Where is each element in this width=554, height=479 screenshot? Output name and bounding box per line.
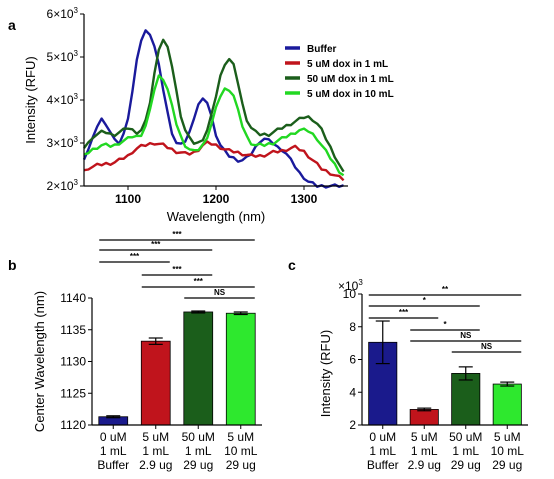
category-label-1-1: 1 mL [411,444,438,458]
category-label-2-2: 29 ug [183,458,213,472]
legend-label-1: 5 uM dox in 1 mL [307,59,388,70]
y-tick-label: 4 [349,385,356,399]
category-label-3-1: 10 mL [491,444,525,458]
y-tick-label: 1130 [60,355,86,369]
significance-label-2: *** [130,252,140,261]
y-axis-title: Center Wavelength (nm) [32,291,47,432]
significance-label-0: ** [442,285,449,294]
category-label-1-0: 5 uM [411,430,438,444]
bar-1 [409,409,439,426]
y-tick-label: 1135 [60,323,86,337]
category-label-2-1: 1 mL [452,444,479,458]
y-tick-label: 6 [349,353,356,367]
significance-label-3: *** [172,265,182,274]
series-line-1 [83,140,345,182]
category-label-3-2: 29 ug [226,458,256,472]
y-tick-label: 10 [343,287,357,301]
significance-label-1: *** [151,240,161,249]
legend-label-3: 5 uM dox in 10 mL [307,89,394,100]
legend-label-2: 50 uM dox in 1 mL [307,74,394,85]
category-label-2-0: 50 uM [182,430,215,444]
y-tick-label: 2 [349,418,356,432]
x-tick-label: 1200 [203,192,230,206]
significance-label-3: * [443,320,447,329]
y-tick-label: 2×103 [47,178,79,193]
y-tick-label: 1120 [60,418,86,432]
y-multiplier-label: ×103 [338,278,363,293]
y-tick-label: 8 [349,320,356,334]
y-tick-label: 5×103 [47,49,79,64]
category-label-0-1: 1 mL [369,444,396,458]
bar-2 [183,311,214,426]
y-tick-label: 1125 [60,386,86,400]
bar-3 [225,312,256,426]
x-axis-title: Wavelength (nm) [167,209,266,224]
category-label-0-2: Buffer [367,458,399,472]
category-label-0-1: 1 mL [100,444,127,458]
significance-label-1: * [423,296,427,305]
series-line-0 [82,29,345,189]
panel-letter-a: a [8,17,16,33]
significance-label-4: *** [194,277,204,286]
category-label-2-1: 1 mL [185,444,212,458]
y-tick-label: 1140 [60,291,86,305]
category-label-1-1: 1 mL [142,444,169,458]
category-label-3-0: 5 uM [227,430,254,444]
category-label-2-0: 50 uM [449,430,482,444]
significance-label-5: NS [214,288,226,297]
category-label-2-2: 29 ug [451,458,481,472]
significance-label-0: *** [172,230,182,239]
y-tick-label: 3×103 [47,135,79,150]
x-tick-label: 1100 [115,192,141,206]
legend-label-0: Buffer [307,44,337,55]
panel-letter-c: c [288,257,296,273]
category-label-0-0: 0 uM [100,430,127,444]
bar-3 [492,383,522,426]
significance-label-4: NS [460,331,472,340]
category-label-3-2: 29 ug [492,458,522,472]
series-line-3 [83,74,345,177]
bar-1 [140,340,171,426]
panel-letter-b: b [8,257,17,273]
significance-label-2: *** [399,308,409,317]
x-tick-label: 1300 [291,192,318,206]
y-tick-label: 6×103 [47,6,79,21]
category-label-0-2: Buffer [97,458,129,472]
y-axis-title: Intensity (RFU) [318,330,333,417]
category-label-3-0: 5 uM [494,430,521,444]
category-label-1-2: 2.9 ug [408,458,441,472]
category-label-1-2: 2.9 ug [139,458,172,472]
category-label-3-1: 10 mL [224,444,258,458]
category-label-0-0: 0 uM [369,430,396,444]
significance-label-5: NS [481,342,493,351]
series-line-2 [83,38,345,173]
y-axis-title: Intensity (RFU) [23,56,38,143]
bar-2 [451,373,481,426]
category-label-1-0: 5 uM [142,430,169,444]
panel-a-line-chart: 2×103 3×103 4×103 5×103 6×103 1100 1200 1300 Wav… [23,6,394,224]
y-tick-label: 4×103 [47,92,79,107]
